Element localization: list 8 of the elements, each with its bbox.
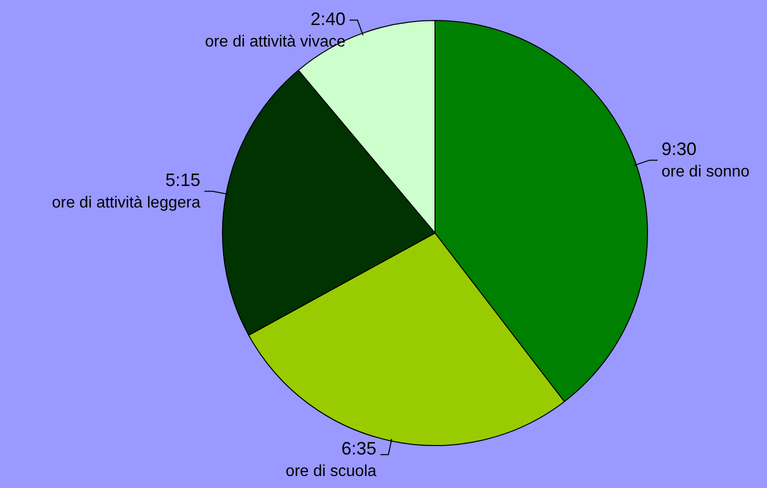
data-label: 6:35 bbox=[341, 438, 376, 458]
data-label: 5:15 bbox=[165, 170, 200, 190]
slice-label: ore di scuola bbox=[286, 462, 377, 480]
slice-label: ore di sonno bbox=[661, 164, 750, 181]
data-label: 9:30 bbox=[661, 139, 697, 160]
data-label: 2:40 bbox=[310, 8, 346, 29]
slice-label: ore di attività vivace bbox=[205, 33, 346, 50]
slice-label: ore di attività leggera bbox=[52, 194, 200, 212]
